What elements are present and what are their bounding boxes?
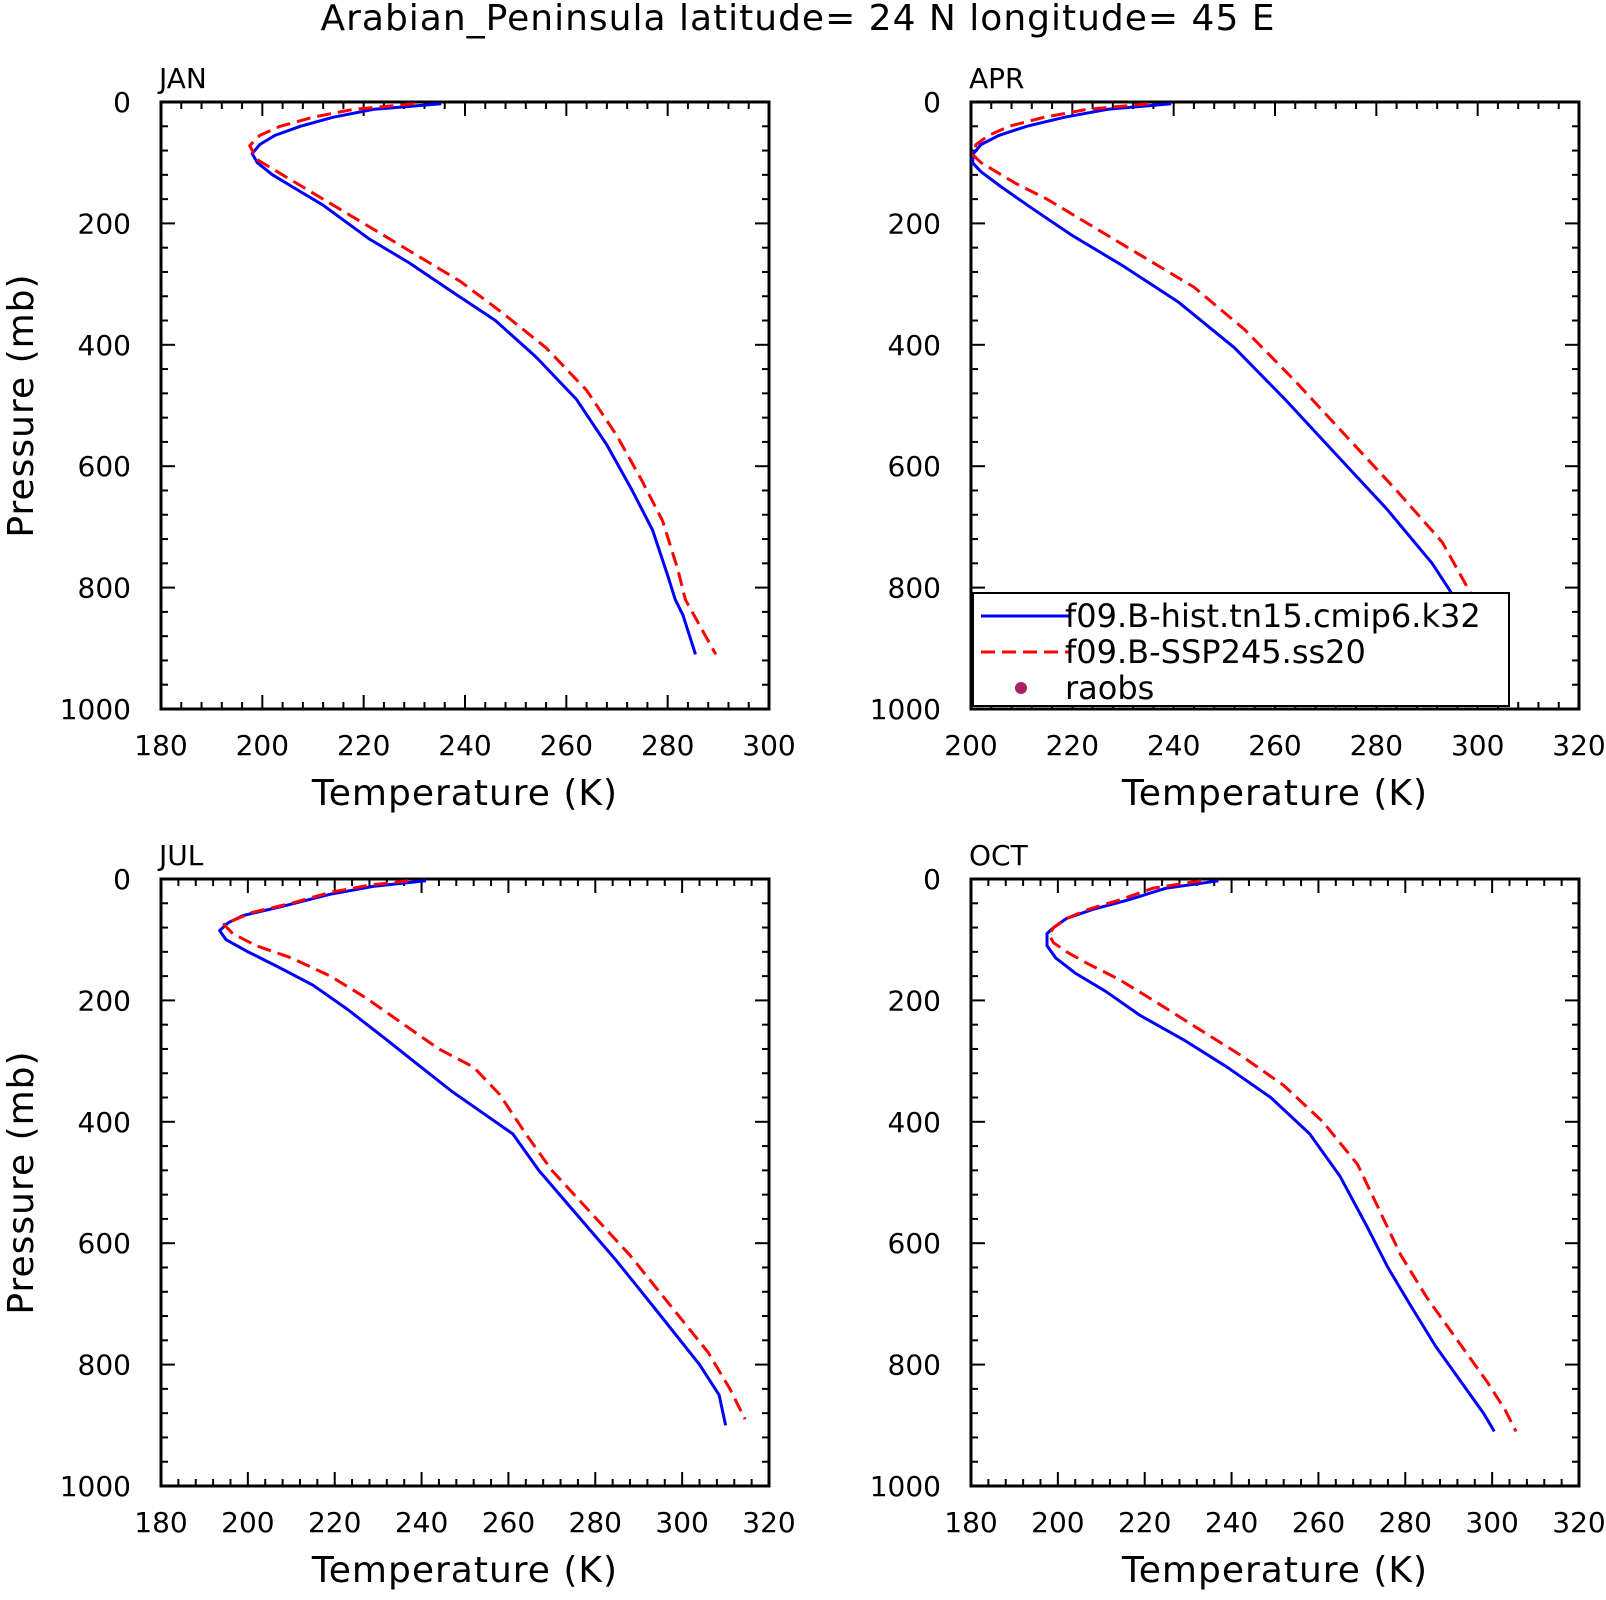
- y-tick-label: 400: [888, 329, 941, 362]
- x-tick-label: 220: [1118, 1506, 1171, 1539]
- series-line-ssp245: [248, 102, 718, 656]
- y-tick-label: 600: [888, 1227, 941, 1260]
- plot-frame: [159, 877, 771, 1488]
- panel-label: OCT: [969, 839, 1029, 872]
- x-tick-label: 220: [337, 729, 390, 762]
- legend-box: [972, 592, 1510, 707]
- x-tick-label: 240: [395, 1506, 448, 1539]
- y-axis-title: Pressure (mb): [1, 273, 42, 537]
- series-line-hist: [218, 879, 728, 1426]
- series-line-ssp245: [222, 879, 747, 1420]
- y-tick-label: 400: [78, 1106, 131, 1139]
- series-line-hist: [250, 102, 697, 655]
- x-axis-title: Temperature (K): [1121, 1550, 1428, 1591]
- y-axis-title: Pressure (mb): [1, 1050, 42, 1314]
- y-tick-label: 800: [888, 1349, 941, 1382]
- y-tick-label: 0: [923, 86, 941, 119]
- x-tick-label: 300: [655, 1506, 708, 1539]
- plot-frame: [969, 877, 1581, 1488]
- y-tick-label: 800: [888, 572, 941, 605]
- series-line-ssp245: [972, 102, 1507, 662]
- x-tick-label: 320: [1552, 1506, 1605, 1539]
- y-tick-label: 1000: [870, 693, 941, 726]
- x-tick-label: 320: [742, 1506, 795, 1539]
- series-line-ssp245: [1047, 879, 1518, 1433]
- x-tick-label: 260: [482, 1506, 535, 1539]
- x-tick-label: 200: [221, 1506, 274, 1539]
- y-tick-label: 200: [78, 984, 131, 1017]
- panels: JAN 180 200 220 240 260 280 300 0 200 400 600 800 100…: [1, 62, 1606, 1591]
- x-tick-label: 320: [1552, 729, 1605, 762]
- legend: f09.B-hist.tn15.cmip6.k32f09.B-SSP245.ss…: [972, 592, 1510, 707]
- series-line-hist: [971, 102, 1482, 652]
- x-tick-label: 240: [438, 729, 491, 762]
- x-tick-label: 260: [540, 729, 593, 762]
- y-tick-label: 0: [923, 863, 941, 896]
- plot-frame: [159, 100, 771, 711]
- panel-label: JUL: [157, 839, 204, 872]
- y-tick-label: 1000: [60, 1470, 131, 1503]
- x-axis-title: Temperature (K): [1121, 773, 1428, 814]
- y-tick-label: 600: [78, 450, 131, 483]
- y-tick-label: 200: [888, 207, 941, 240]
- legend-label: f09.B-hist.tn15.cmip6.k32: [1065, 597, 1481, 635]
- x-tick-label: 200: [1031, 1506, 1084, 1539]
- y-tick-label: 0: [113, 86, 131, 119]
- x-tick-label: 300: [742, 729, 795, 762]
- legend-swatch-marker: [1015, 682, 1027, 694]
- x-tick-label: 300: [1451, 729, 1504, 762]
- x-tick-label: 280: [1379, 1506, 1432, 1539]
- x-tick-label: 240: [1205, 1506, 1258, 1539]
- y-tick-label: 200: [888, 984, 941, 1017]
- x-tick-label: 260: [1248, 729, 1301, 762]
- x-tick-label: 180: [134, 729, 187, 762]
- legend-label: f09.B-SSP245.ss20: [1065, 633, 1366, 671]
- x-tick-label: 260: [1292, 1506, 1345, 1539]
- panel-oct: OCT 180 200 220 240 260 280 300 320 0 200 400 600 800…: [870, 839, 1606, 1591]
- y-tick-label: 600: [888, 450, 941, 483]
- x-tick-label: 200: [236, 729, 289, 762]
- x-tick-label: 220: [1046, 729, 1099, 762]
- legend-label: raobs: [1065, 669, 1154, 707]
- y-tick-label: 400: [78, 329, 131, 362]
- x-tick-label: 220: [308, 1506, 361, 1539]
- y-tick-label: 1000: [870, 1470, 941, 1503]
- panel-jan: JAN 180 200 220 240 260 280 300 0 200 400 600 800 100…: [1, 62, 796, 814]
- figure-title: Arabian_Peninsula latitude= 24 N longitu…: [320, 0, 1275, 39]
- x-tick-label: 180: [944, 1506, 997, 1539]
- x-axis-title: Temperature (K): [311, 1550, 618, 1591]
- y-tick-label: 600: [78, 1227, 131, 1260]
- y-tick-label: 800: [78, 572, 131, 605]
- x-tick-label: 280: [569, 1506, 622, 1539]
- series-line-hist: [1045, 879, 1496, 1433]
- x-tick-label: 180: [134, 1506, 187, 1539]
- x-tick-label: 280: [1350, 729, 1403, 762]
- x-tick-label: 240: [1147, 729, 1200, 762]
- panel-label: JAN: [157, 62, 207, 95]
- x-tick-label: 200: [944, 729, 997, 762]
- y-tick-label: 0: [113, 863, 131, 896]
- x-axis-title: Temperature (K): [311, 773, 618, 814]
- y-tick-label: 800: [78, 1349, 131, 1382]
- panel-jul: JUL 180 200 220 240 260 280 300 320 0 200 400 600 800…: [1, 839, 796, 1591]
- panel-label: APR: [969, 62, 1025, 95]
- y-tick-label: 200: [78, 207, 131, 240]
- panel-apr: APR 200 220 240 260 280 300 320 0 200 400 600 800 100…: [870, 62, 1606, 814]
- y-tick-label: 400: [888, 1106, 941, 1139]
- y-tick-label: 1000: [60, 693, 131, 726]
- x-tick-label: 300: [1465, 1506, 1518, 1539]
- x-tick-label: 280: [641, 729, 694, 762]
